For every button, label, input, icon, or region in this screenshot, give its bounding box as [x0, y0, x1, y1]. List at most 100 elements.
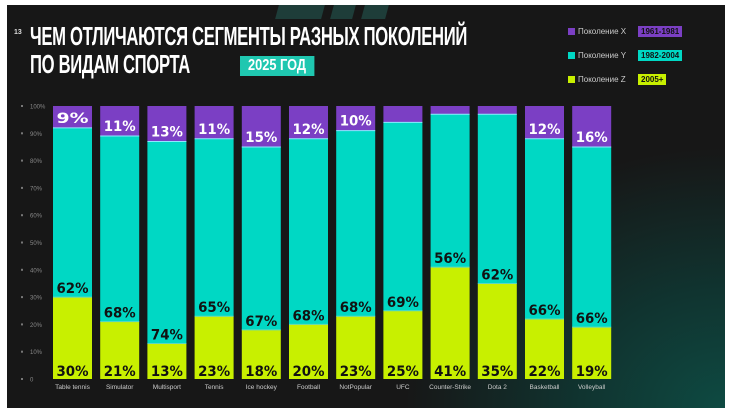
category-label: Volleyball	[578, 384, 606, 391]
bar-segment-gen-z	[336, 316, 376, 379]
bar-segment-gen-y	[241, 146, 281, 330]
category-label: Football	[297, 384, 321, 391]
data-label-gen-y: 66%	[529, 303, 561, 319]
bar-segment-gen-z	[383, 310, 423, 379]
y-tick-mark	[21, 323, 23, 326]
data-label-gen-z: 13%	[151, 364, 183, 380]
legend-item-z: Поколение Z 2005+	[568, 73, 682, 85]
bar-segment-gen-z	[477, 283, 517, 379]
data-label-gen-y: 69%	[387, 295, 419, 311]
data-label-gen-y: 66%	[576, 311, 608, 327]
data-label-gen-y: 68%	[340, 300, 372, 316]
y-tick-mark	[21, 378, 23, 380]
bar-segment-gen-y	[572, 146, 612, 328]
bar-segment-gen-x	[572, 106, 612, 147]
y-tick-label: 100%	[30, 105, 46, 111]
category-label: Table tennis	[55, 384, 90, 391]
bar-segment-gen-z	[289, 324, 328, 379]
category-label: Counter-Strike	[429, 384, 471, 391]
y-tick-mark	[21, 159, 23, 162]
data-label-gen-y: 74%	[151, 328, 183, 344]
legend-range: 1982-2004	[638, 49, 683, 61]
page-title: ЧЕМ ОТЛИЧАЮТСЯ СЕГМЕНТЫ РАЗНЫХ ПОКОЛЕНИЙ…	[30, 22, 467, 78]
data-label-gen-z: 35%	[481, 364, 513, 380]
data-label-gen-y: 68%	[104, 306, 136, 322]
category-label: UFC	[396, 384, 410, 391]
bar-segment-gen-y	[194, 138, 234, 317]
title-line-1: ЧЕМ ОТЛИЧАЮТСЯ СЕГМЕНТЫ РАЗНЫХ ПОКОЛЕНИЙ	[30, 21, 468, 51]
y-tick-label: 80%	[30, 159, 43, 165]
data-label-gen-z: 30%	[57, 364, 89, 380]
legend-label: Поколение Z	[578, 74, 626, 84]
bar-segment-gen-y	[336, 130, 376, 317]
bar-segment-gen-x	[147, 106, 187, 142]
y-tick-mark	[21, 268, 23, 271]
category-label: Ice hockey	[246, 384, 278, 391]
bar-segment-gen-y	[289, 138, 328, 325]
data-label-gen-z: 18%	[245, 364, 277, 380]
legend-swatch	[568, 27, 575, 35]
legend: Поколение X 1961-1981 Поколение Y 1982-200…	[568, 25, 683, 98]
y-tick-mark	[21, 132, 23, 135]
legend-item-y: Поколение Y 1982-2004	[568, 49, 683, 61]
bar-segment-gen-x	[430, 106, 470, 115]
page-number: 13	[14, 29, 22, 36]
y-tick-mark	[21, 214, 23, 217]
year-badge: 2025 ГОД	[240, 56, 315, 76]
data-label-gen-x: 11%	[198, 122, 230, 138]
category-label: Multisport	[153, 384, 181, 391]
bar-segment-gen-y	[525, 138, 564, 319]
bar-segment-gen-z	[430, 267, 470, 379]
data-label-gen-x: 11%	[104, 119, 136, 135]
legend-label: Поколение X	[578, 26, 627, 36]
y-tick-label: 0	[30, 378, 34, 384]
y-tick-label: 40%	[30, 268, 43, 274]
bar-segment-gen-x	[241, 106, 281, 147]
bar-segment-gen-z	[147, 343, 187, 379]
data-label-gen-y: 62%	[57, 281, 89, 297]
legend-swatch	[568, 75, 575, 83]
category-label: Basketball	[530, 384, 561, 391]
data-label-gen-x: 9%	[57, 111, 89, 127]
bar-segment-gen-x	[477, 106, 517, 115]
category-label: Tennis	[205, 384, 225, 391]
data-label-gen-y: 67%	[245, 314, 277, 330]
y-tick-mark	[21, 186, 23, 189]
data-label-gen-y: 62%	[481, 267, 513, 283]
bar-segment-gen-x	[194, 106, 234, 139]
legend-range: 2005+	[638, 73, 667, 85]
y-tick-label: 20%	[30, 323, 43, 329]
legend-label: Поколение Y	[578, 50, 627, 60]
data-label-gen-z: 19%	[576, 364, 608, 380]
data-label-gen-x: 12%	[293, 122, 325, 138]
category-label: Dota 2	[488, 384, 508, 391]
bar-segment-gen-y	[147, 141, 187, 344]
y-tick-label: 10%	[30, 350, 43, 356]
legend-item-x: Поколение X 1961-1981	[568, 25, 683, 37]
y-tick-label: 90%	[30, 132, 43, 138]
y-tick-mark	[21, 350, 23, 353]
data-label-gen-z: 22%	[529, 364, 561, 380]
y-tick-label: 60%	[30, 214, 43, 220]
bar-segment-gen-y	[53, 127, 92, 298]
data-label-gen-z: 20%	[293, 364, 325, 380]
y-tick-mark	[21, 241, 23, 244]
data-label-gen-z: 23%	[198, 364, 230, 380]
data-label-gen-x: 10%	[340, 114, 372, 130]
data-label-gen-z: 21%	[104, 364, 136, 380]
bar-segment-gen-z	[525, 318, 564, 379]
bar-segment-gen-x	[336, 106, 376, 131]
bar-segment-gen-x	[53, 106, 92, 128]
bar-segment-gen-z	[100, 321, 140, 379]
bar-segment-gen-y	[477, 114, 517, 284]
bar-segment-gen-y	[430, 114, 470, 268]
y-tick-mark	[21, 296, 23, 299]
y-tick-label: 50%	[30, 241, 43, 247]
data-label-gen-x: 15%	[245, 130, 277, 146]
bar-segment-gen-x	[525, 106, 564, 139]
y-tick-label: 30%	[30, 296, 43, 302]
bar-segment-gen-x	[383, 106, 423, 123]
data-label-gen-y: 56%	[434, 251, 466, 267]
category-label: Simulator	[106, 384, 134, 391]
